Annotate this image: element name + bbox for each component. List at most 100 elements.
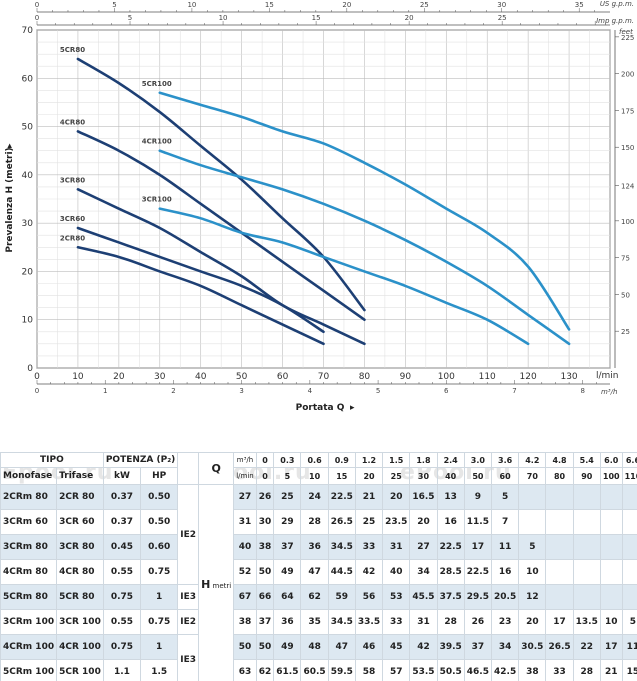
chart-grid [36,29,611,369]
m3h-tick-label: 6 [444,387,449,395]
x-tick-label: 80 [359,372,371,382]
head-value-cell [599,584,623,610]
table-row: 2CRm 80 2CR 80 0.37 0.50 IE2 H metri 27 26 25 24 2… [0,484,637,681]
q-m3h-value: 6.6 [621,452,637,468]
head-value-cell: 33 [545,659,574,681]
q-m3h-value: 1.2 [354,452,384,468]
head-value-cell: 45 [382,634,411,660]
ie-class-cell: IE2 [177,609,200,635]
series-line-2cr80 [76,245,325,346]
head-value-cell: 42 [409,634,438,660]
head-value-cell: 61.5 [273,659,302,681]
right-tick-label: 225 [621,34,634,42]
head-value-cell: 31 [382,534,411,560]
head-value-cell: 15 [621,659,637,681]
monofase-cell: 2CRm 80 [0,484,58,510]
us-gpm-tick-label: 10 [187,1,196,9]
head-value-cell: 46 [354,634,384,660]
head-value-cell: 25 [273,484,302,510]
h-label-cell: H metri [198,484,235,681]
head-value-cell [621,534,637,560]
head-value-cell: 37 [463,634,493,660]
series-line-3cr60 [76,226,325,334]
head-value-cell: 50 [255,634,275,660]
head-value-cell: 66 [255,584,275,610]
head-value-cell: 34 [490,634,520,660]
head-value-cell: 28 [572,659,601,681]
head-value-cell [621,484,637,510]
q-lmin-value: 50 [463,467,493,485]
imp-gpm-unit: Imp g.p.m. [596,17,634,25]
hp-cell: 0.75 [140,609,179,635]
head-value-cell: 23 [490,609,520,635]
us-gpm-tick-label: 30 [497,1,506,9]
head-value-cell: 20.5 [490,584,520,610]
y-tick-label: 0 [27,364,33,374]
head-value-cell: 67 [233,584,257,610]
q-m3h-value: 4.2 [518,452,547,468]
head-value-cell: 16 [490,559,520,585]
imp-gpm-tick-label: 15 [312,14,321,22]
head-value-cell: 17 [463,534,493,560]
head-value-cell: 27 [233,484,257,510]
q-lmin-value: 40 [436,467,465,485]
series-label-3cr60: 3CR60 [60,215,85,223]
hp-cell: 0.60 [140,534,179,560]
head-value-cell: 38 [518,659,547,681]
q-m3h-value: 3.6 [490,452,520,468]
head-value-cell: 26 [255,484,275,510]
head-value-cell: 21 [599,659,623,681]
monofase-cell: 3CRm 60 [0,509,58,535]
head-value-cell [572,584,601,610]
head-value-cell: 42 [354,559,384,585]
us-gpm-tick-label: 20 [342,1,351,9]
table-row: 3CRm 60 3CR 60 0.37 0.50 31 30 29 28 26.5 25 23.5 2… [0,509,637,535]
head-value-cell: 13 [436,484,465,510]
head-value-cell: 50 [255,559,275,585]
trifase-cell: 4CR 80 [56,559,104,585]
kw-header: kW [102,467,142,485]
head-value-cell: 38 [255,534,275,560]
y-tick-label: 70 [22,26,34,36]
head-value-cell: 25 [354,509,384,535]
us-gpm-unit: US g.p.m. [600,0,634,8]
monofase-cell: 3CRm 100 [0,609,58,635]
head-value-cell: 37 [255,609,275,635]
head-value-cell [572,484,601,510]
series-line-3cr100 [158,207,530,346]
q-lmin-value: 110 [621,467,637,485]
table-row: 5CRm 80 5CR 80 0.75 1 IE3 67 66 64 62 59 56 53 45.5 3… [0,584,637,610]
x-tick-label: 40 [195,372,207,382]
head-value-cell [545,534,574,560]
tipo-header: TIPO [0,452,104,468]
x-tick-label: 10 [72,372,84,382]
head-value-cell: 28 [436,609,465,635]
q-m3h-value: 0.6 [300,452,329,468]
series-label-3cr100: 3CR100 [142,196,172,204]
head-value-cell: 26 [463,609,493,635]
ie-class-cell: IE2 [177,484,200,585]
q-lmin-value: 10 [300,467,329,485]
m3h-tick-label: 2 [171,387,175,395]
chart-series [76,57,571,346]
head-value-cell: 31 [409,609,438,635]
x-axis-label: Portata Q [296,403,345,413]
q-lmin-value: 80 [545,467,574,485]
kw-cell: 1.1 [102,659,142,681]
m3h-tick-label: 0 [35,387,39,395]
head-value-cell: 49 [273,559,302,585]
right-tick-label: 175 [621,107,634,115]
head-value-cell: 53 [382,584,411,610]
trifase-cell: 3CR 100 [56,609,104,635]
right-tick-label: 75 [621,255,630,263]
x-tick-label: 120 [520,372,537,382]
monofase-cell: 4CRm 80 [0,559,58,585]
head-value-cell: 64 [273,584,302,610]
series-line-5cr100 [158,91,571,331]
chart-axes: 0 10 20 30 40 50 60 70 80 90 100 110 120 130010203040… [22,1,635,395]
head-value-cell: 50 [233,634,257,660]
head-value-cell: 24 [300,484,329,510]
head-value-cell: 60.5 [300,659,329,681]
head-value-cell [545,559,574,585]
